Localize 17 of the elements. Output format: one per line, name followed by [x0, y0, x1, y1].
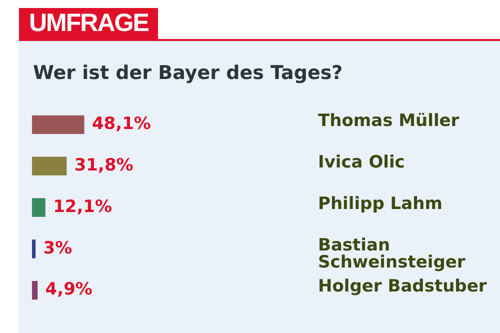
bar — [32, 240, 36, 258]
bar — [32, 198, 46, 217]
data-label: 31,8% — [74, 156, 134, 176]
y-tick-label: Philipp Lahm — [318, 194, 442, 214]
bar — [32, 156, 67, 176]
y-tick-label: Holger Badstuber — [318, 276, 488, 297]
data-label: 48,1% — [92, 114, 151, 134]
data-label: 4,9% — [45, 280, 92, 300]
chart-title: UMFRAGE — [19, 8, 158, 39]
y-tick-label: Thomas Müller — [318, 111, 460, 132]
bar — [32, 280, 38, 300]
data-label: 12,1% — [53, 196, 112, 217]
y-tick-label: Bastian Schweinsteiger — [318, 235, 466, 272]
text: Wer ist der Bayer des Tages? — [33, 62, 343, 84]
bar — [32, 115, 84, 134]
data-label: 3% — [43, 238, 72, 258]
y-tick-label: Ivica Olic — [318, 152, 405, 173]
